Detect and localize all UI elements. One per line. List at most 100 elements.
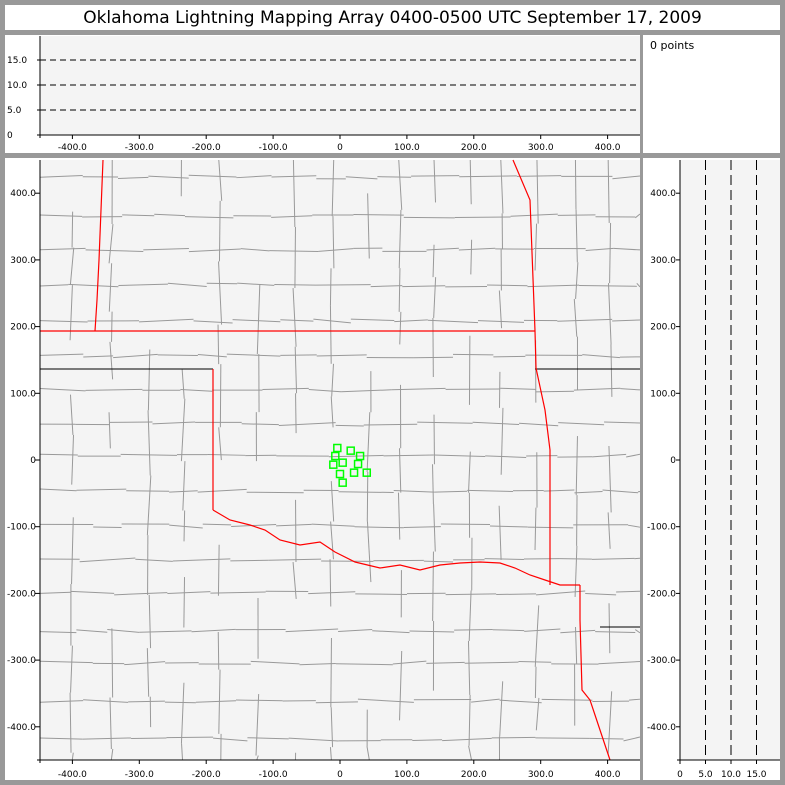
county-line (629, 698, 641, 701)
county-line (575, 209, 578, 263)
altitude-x-tick-label: -200.0 (192, 143, 221, 153)
county-line (609, 222, 612, 284)
county-line (164, 701, 196, 704)
lightning-source-marker (346, 446, 355, 455)
county-line (398, 159, 403, 210)
altitude-y-tick-label: 10.0 (7, 81, 27, 91)
county-line (573, 298, 578, 337)
info-panel: 0 points (643, 35, 780, 153)
county-line (70, 645, 73, 693)
county-line (240, 248, 270, 252)
county-line (607, 691, 613, 755)
county-line (39, 631, 77, 634)
ns-x-tick-label: 15.0 (746, 770, 766, 780)
county-line (527, 284, 580, 288)
ns-x-tick-label: 5.0 (698, 770, 713, 780)
county-line (353, 214, 404, 216)
county-line (182, 461, 186, 511)
county-line (231, 523, 277, 527)
county-line (285, 628, 339, 633)
county-line (39, 284, 69, 287)
county-line (468, 590, 472, 642)
county-line (218, 159, 223, 201)
county-line (498, 290, 503, 329)
county-line (180, 398, 186, 462)
ns-y-tick-label: 300.0 (650, 256, 676, 266)
county-line (535, 390, 574, 393)
county-line (536, 159, 539, 224)
county-line (148, 175, 189, 179)
county-line (169, 524, 203, 529)
county-line (499, 699, 542, 704)
county-line (292, 561, 297, 599)
county-line (250, 660, 300, 665)
county-line (111, 311, 113, 342)
county-line (341, 389, 392, 393)
county-line (510, 213, 558, 217)
county-line (184, 216, 234, 219)
map-y-tick-label: -200.0 (7, 589, 36, 599)
ns-y-tick-label: 200.0 (650, 323, 676, 333)
county-line (113, 353, 158, 359)
county-line (370, 285, 403, 288)
county-line (492, 629, 525, 632)
county-line (489, 525, 528, 528)
county-line (183, 510, 186, 542)
county-line (467, 640, 471, 695)
ns-y-tick-label: -200.0 (647, 589, 676, 599)
county-line (308, 389, 342, 393)
county-line (197, 488, 247, 493)
lightning-source-marker (335, 469, 345, 479)
county-line (534, 507, 537, 551)
county-line (500, 159, 504, 214)
county-line (367, 193, 370, 259)
ns-x-tick-label: 10.0 (721, 770, 741, 780)
county-line (39, 320, 88, 323)
county-line (454, 628, 493, 631)
county-line (560, 629, 596, 634)
county-line (620, 388, 641, 391)
county-line (85, 249, 144, 252)
ns-y-tick-label: 0 (670, 456, 676, 466)
county-line (493, 355, 526, 358)
county-line (417, 421, 473, 424)
county-line (338, 628, 373, 632)
ns-x-tick-label: 0 (677, 770, 683, 780)
county-line (207, 453, 246, 456)
altitude-y-tick-label: 5.0 (7, 106, 22, 116)
county-line (607, 159, 610, 223)
county-line (246, 491, 304, 494)
county-line (409, 630, 455, 633)
county-line (39, 174, 83, 178)
county-line (608, 445, 612, 513)
county-line (114, 592, 168, 596)
county-line (122, 214, 155, 217)
county-line (280, 319, 314, 322)
county-line (107, 628, 140, 633)
county-line (70, 590, 115, 594)
county-line (472, 421, 520, 426)
county-line (111, 628, 114, 698)
county-line (398, 268, 401, 312)
county-line (69, 394, 74, 435)
county-line (294, 346, 298, 394)
county-line (500, 407, 504, 475)
county-line (535, 697, 540, 731)
county-line (335, 663, 393, 666)
map-x-tick-label: -100.0 (259, 770, 288, 780)
county-line (350, 318, 395, 322)
county-line (575, 436, 578, 496)
county-line (366, 521, 372, 583)
county-line (315, 701, 358, 704)
county-line (433, 454, 486, 457)
county-line (71, 517, 74, 585)
county-line (383, 454, 434, 457)
county-line (191, 628, 236, 633)
altitude-y-tick-label: 0 (7, 131, 13, 141)
county-line (329, 305, 332, 364)
county-line (468, 451, 471, 493)
county-line (146, 475, 152, 536)
county-line (109, 341, 114, 380)
map-y-tick-label: -300.0 (7, 656, 36, 666)
county-line (313, 318, 351, 324)
